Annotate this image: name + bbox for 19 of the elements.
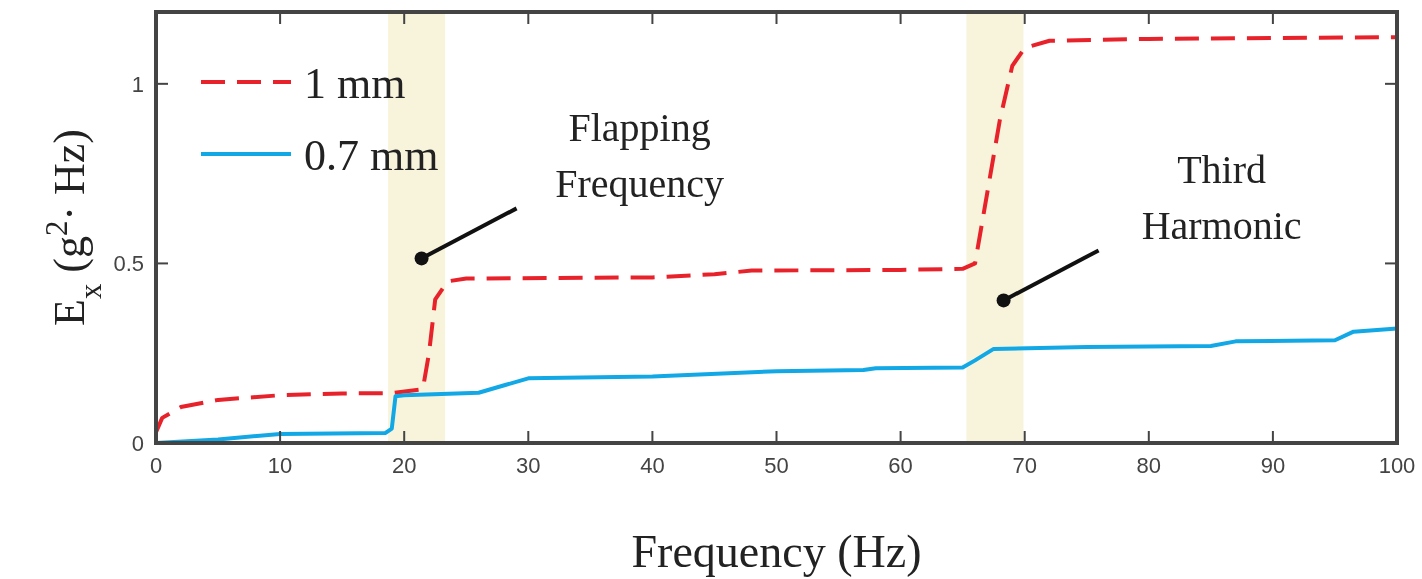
legend-label: 0.7 mm xyxy=(304,131,439,180)
y-tick-label: 1 xyxy=(131,71,144,97)
y-tick-label: 0 xyxy=(131,431,144,456)
y-tick-label: 0.5 xyxy=(113,251,144,277)
x-tick-label: 100 xyxy=(1378,453,1416,478)
annotation: Third Harmonic xyxy=(1141,147,1302,249)
x-tick-label: 80 xyxy=(1136,453,1162,478)
x-tick-label: 60 xyxy=(888,453,913,478)
x-tick-label: 30 xyxy=(516,453,541,478)
annotation: Flapping Frequency xyxy=(555,105,724,207)
x-tick-label: 70 xyxy=(1012,453,1037,478)
x-tick-label: 40 xyxy=(640,453,665,478)
x-tick-label: 90 xyxy=(1260,453,1286,478)
x-axis-title: Frequency (Hz) xyxy=(631,526,922,577)
legend-label: 1 mm xyxy=(304,59,406,108)
x-tick-label: 50 xyxy=(764,453,789,478)
x-tick-label: 20 xyxy=(391,453,417,478)
x-tick-label: 0 xyxy=(149,453,163,478)
x-tick-label: 10 xyxy=(267,453,293,478)
